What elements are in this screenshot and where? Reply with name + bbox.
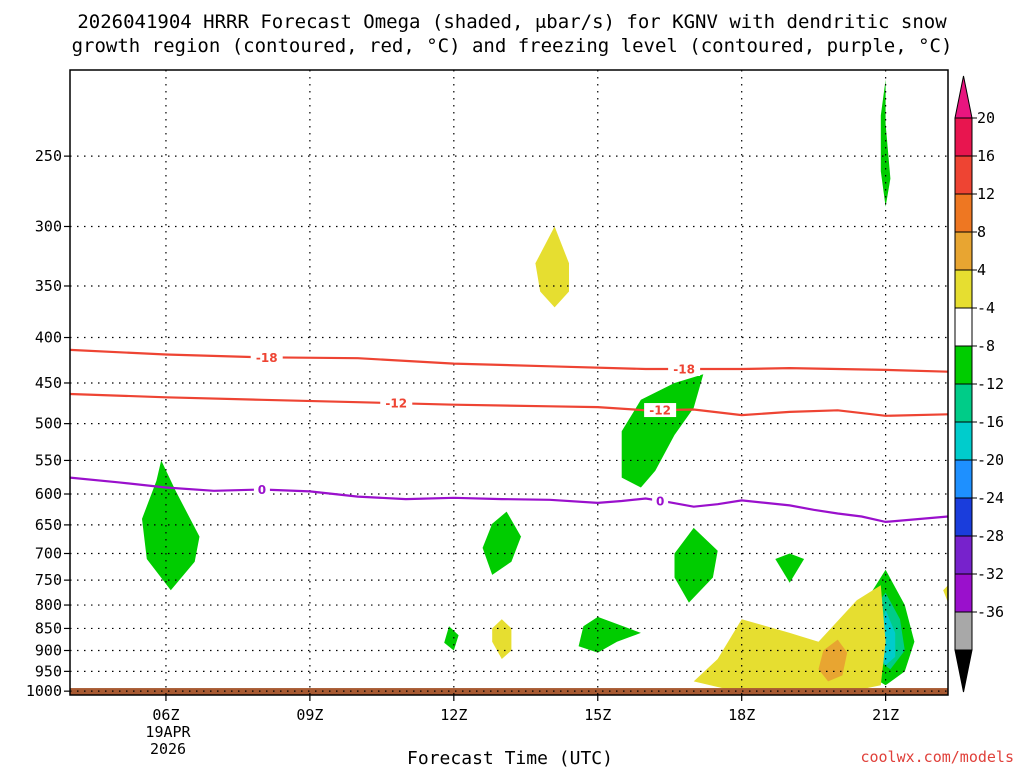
omega-region-4: [674, 527, 718, 603]
colorbar-segment-2: [954, 193, 973, 233]
colorbar-label-2: 12: [977, 185, 995, 203]
omega-region-3: [482, 511, 521, 575]
x-tick-label-1: 09Z: [296, 706, 323, 724]
omega-region-7: [444, 626, 459, 651]
y-tick-label-4: 450: [35, 374, 62, 392]
y-tick-label-13: 900: [35, 641, 62, 659]
colorbar-top-arrow: [954, 75, 973, 119]
contour-label-bg-2-0: [253, 482, 270, 497]
y-tick-label-7: 600: [35, 485, 62, 503]
y-tick-label-9: 700: [35, 545, 62, 563]
colorbar-label-0: 20: [977, 109, 995, 127]
omega-region-0: [142, 460, 200, 591]
colorbar: 20 16 12 8 4 -4 -8 -12 -16 -20 -24 -28 -32 -36: [954, 75, 1004, 693]
contour-line-2: [70, 476, 948, 524]
colorbar-segment-0: [954, 117, 973, 157]
contour-label-0-0: -18: [256, 351, 278, 365]
omega-region-12: [492, 619, 512, 659]
date-label-day: 19APR: [145, 723, 191, 741]
credit-label: coolwx.com/models: [860, 748, 1014, 766]
contour-label-1-0: -12: [385, 397, 407, 411]
colorbar-segment-6: [954, 345, 973, 385]
x-tick-label-5: 21Z: [872, 706, 899, 724]
contour-label-1-1: -12: [649, 404, 671, 418]
y-tick-label-12: 850: [35, 619, 62, 637]
x-axis-label: Forecast Time (UTC): [407, 748, 613, 768]
colorbar-label-1: 16: [977, 147, 995, 165]
y-tick-label-2: 350: [35, 277, 62, 295]
chart-title-line2: growth region (contoured, red, °C) and f…: [72, 35, 953, 57]
colorbar-label-3: 8: [977, 223, 986, 241]
contour-line-1: [70, 392, 948, 417]
date-label-year: 2026: [150, 740, 186, 758]
colorbar-label-7: -12: [977, 375, 1004, 393]
y-tick-label-15: 1000: [26, 682, 62, 700]
contour-label-bg-2-1: [652, 493, 669, 508]
colorbar-segment-11: [954, 535, 973, 575]
colorbar-segment-10: [954, 497, 973, 537]
colorbar-segment-13: [954, 611, 973, 651]
plot-inner: -18 -18 -12 -12 0 0: [70, 70, 948, 695]
omega-region-5: [775, 553, 805, 583]
ground-bar: [70, 688, 948, 695]
chart-title-line1: 2026041904 HRRR Forecast Omega (shaded, …: [77, 11, 947, 33]
omega-region-6: [578, 616, 641, 653]
colorbar-segment-4: [954, 269, 973, 309]
omega-region-13: [943, 585, 948, 603]
colorbar-segment-1: [954, 155, 973, 195]
colorbar-label-10: -24: [977, 489, 1004, 507]
plot-area: -18 -18 -12 -12 0 0: [69, 69, 949, 696]
contour-label-bg-0-1: [668, 362, 701, 377]
x-axis-ticks: 06Z 09Z 12Z 15Z 18Z 21Z: [152, 695, 899, 724]
colorbar-segment-3: [954, 231, 973, 271]
colorbar-label-9: -20: [977, 451, 1004, 469]
y-tick-label-0: 250: [35, 147, 62, 165]
contour-label-2-1: 0: [656, 494, 664, 508]
colorbar-segment-5: [954, 307, 973, 347]
colorbar-label-11: -28: [977, 527, 1004, 545]
omega-region-1: [880, 79, 891, 207]
y-tick-label-14: 950: [35, 662, 62, 680]
x-tick-label-4: 18Z: [728, 706, 755, 724]
x-tick-label-2: 12Z: [440, 706, 467, 724]
y-tick-label-10: 750: [35, 571, 62, 589]
y-tick-label-6: 550: [35, 451, 62, 469]
y-tick-label-11: 800: [35, 596, 62, 614]
omega-region-11: [535, 226, 569, 308]
y-tick-label-5: 500: [35, 415, 62, 433]
y-tick-label-8: 650: [35, 516, 62, 534]
colorbar-label-8: -16: [977, 413, 1004, 431]
contour-label-bg-0-0: [250, 350, 283, 365]
omega-region-2: [621, 374, 704, 488]
colorbar-segment-7: [954, 383, 973, 423]
y-axis-ticks: 250 300 350 400 450 500 550 600 650 700 750 800 850 9…: [26, 147, 70, 700]
contour-label-2-0: 0: [258, 483, 266, 497]
colorbar-segment-9: [954, 459, 973, 499]
contour-line-0: [70, 348, 948, 373]
y-tick-label-1: 300: [35, 217, 62, 235]
x-tick-label-0: 06Z: [152, 706, 179, 724]
colorbar-label-4: 4: [977, 261, 986, 279]
colorbar-label-13: -36: [977, 603, 1004, 621]
contour-label-bg-1-0: [380, 396, 413, 411]
contour-label-bg-1-1: [644, 403, 677, 418]
colorbar-segment-8: [954, 421, 973, 461]
x-tick-label-3: 15Z: [584, 706, 611, 724]
plot-frame: [69, 69, 949, 696]
contour-label-0-1: -18: [673, 363, 695, 377]
colorbar-segment-12: [954, 573, 973, 613]
colorbar-label-6: -8: [977, 337, 995, 355]
y-tick-label-3: 400: [35, 329, 62, 347]
colorbar-label-12: -32: [977, 565, 1004, 583]
colorbar-bottom-arrow: [954, 649, 973, 693]
colorbar-label-5: -4: [977, 299, 995, 317]
omega-region-14: [693, 585, 886, 692]
